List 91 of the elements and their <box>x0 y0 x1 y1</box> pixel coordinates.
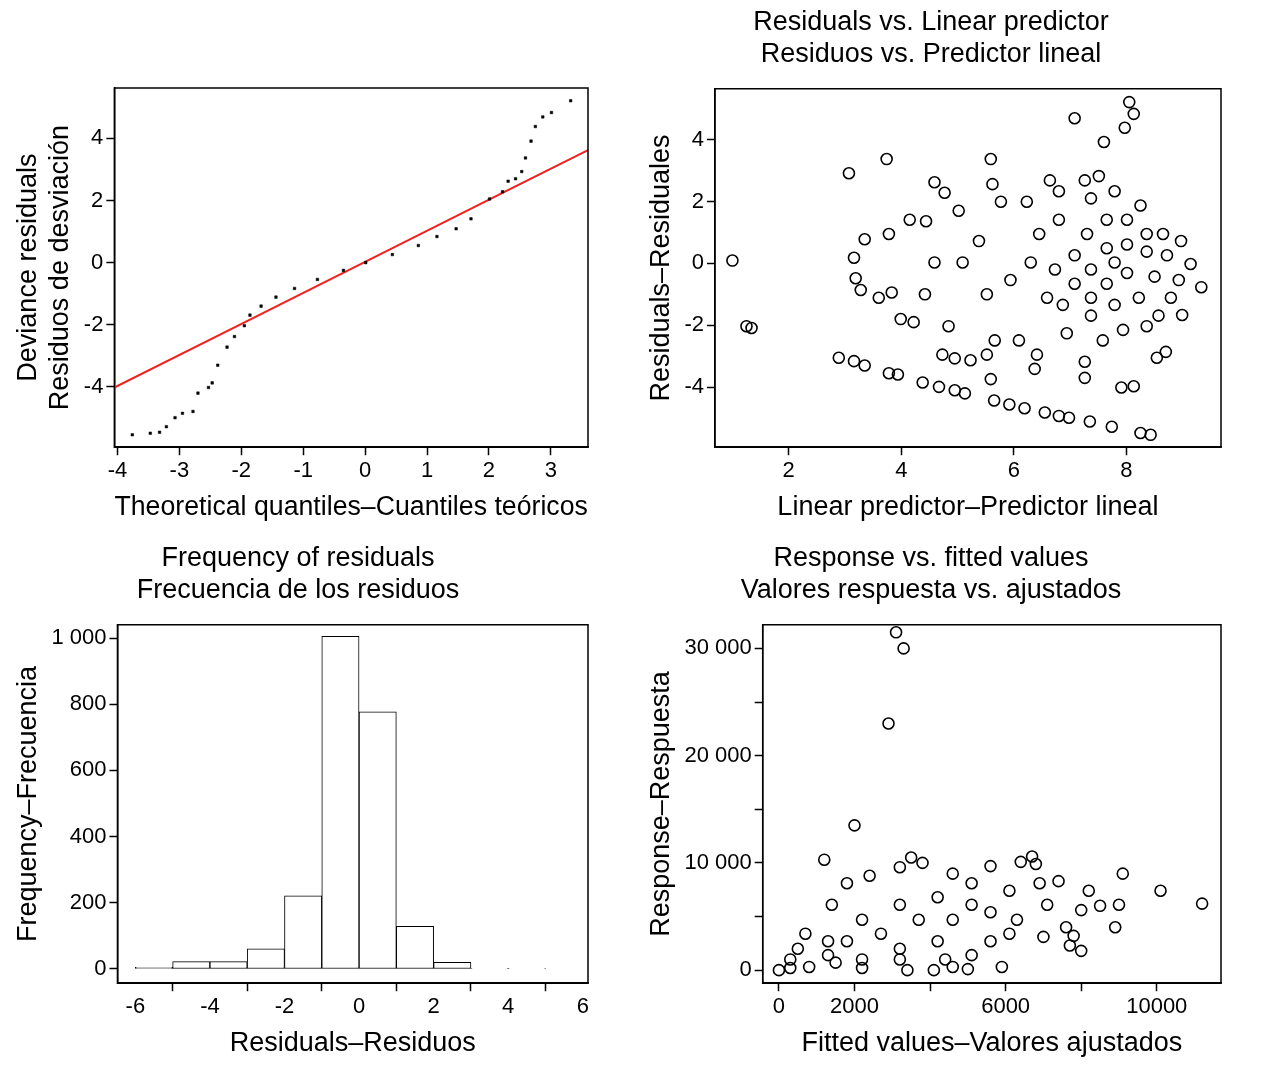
point <box>390 253 394 257</box>
x-tick-label: 6 <box>576 993 589 1019</box>
point <box>274 295 278 299</box>
y-tick-label: 2 <box>91 186 104 212</box>
x-axis-title: Fitted values–Valores ajustados <box>801 1027 1183 1058</box>
point <box>232 335 236 339</box>
x-tick-label: 0 <box>352 993 366 1019</box>
x-tick-label: 2000 <box>830 993 879 1019</box>
point <box>469 217 473 221</box>
point <box>164 425 168 429</box>
point <box>210 381 214 385</box>
point <box>416 244 420 248</box>
x-axis-title: Residuals–Residuos <box>229 1027 476 1058</box>
x-tick-label: -2 <box>231 457 252 483</box>
point <box>242 324 246 328</box>
y-tick-label: -4 <box>684 373 704 399</box>
x-axis-title: Linear predictor–Predictor lineal <box>777 491 1159 522</box>
y-tick-label: -4 <box>83 372 104 398</box>
x-tick-label: 3 <box>544 457 557 483</box>
y-tick-label: -2 <box>83 310 104 336</box>
point <box>569 99 573 103</box>
point <box>529 139 533 143</box>
y-tick-label: 10 000 <box>684 848 752 874</box>
x-tick-label: -4 <box>200 993 220 1019</box>
chart-title: Response vs. fitted values Valores respuesta vs. ajustados <box>740 541 1122 605</box>
point <box>523 156 527 160</box>
x-tick-label: -2 <box>274 993 295 1019</box>
y-tick-label: 30 000 <box>684 634 752 660</box>
x-tick-label: 8 <box>1120 457 1133 483</box>
x-tick-label: -6 <box>125 993 146 1019</box>
y-tick-label: 4 <box>91 124 104 150</box>
point <box>216 363 220 367</box>
x-tick-label: -3 <box>169 457 190 483</box>
y-tick-label: 1 000 <box>51 624 107 650</box>
x-tick-label: 10000 <box>1126 993 1188 1019</box>
y-tick-label: 400 <box>69 822 107 848</box>
x-tick-label: 1 <box>420 457 434 483</box>
y-axis-title: Residuals–Residuales <box>644 134 675 402</box>
y-tick-label: 20 000 <box>684 741 752 767</box>
point <box>514 177 518 181</box>
point <box>435 235 439 239</box>
y-axis-title: Response–Respuesta <box>644 670 675 937</box>
point <box>206 386 210 390</box>
x-tick-label: 6 <box>1007 457 1020 483</box>
y-tick-label: 200 <box>69 888 107 914</box>
x-tick-label: 4 <box>895 457 908 483</box>
chart-title: Residuals vs. Linear predictor Residuos vs. Predictor lineal <box>753 5 1109 69</box>
x-tick-label: 0 <box>772 993 786 1019</box>
y-tick-label: 0 <box>739 956 752 982</box>
x-tick-label: 2 <box>482 457 496 483</box>
point <box>130 433 134 437</box>
x-tick-label: -4 <box>107 457 128 483</box>
y-tick-label: 600 <box>69 756 107 782</box>
point <box>549 111 553 115</box>
point <box>293 286 297 290</box>
y-tick-label: 0 <box>91 248 104 274</box>
point <box>225 345 229 349</box>
y-tick-label: 2 <box>691 187 704 213</box>
x-tick-label: 0 <box>358 457 372 483</box>
chart-title: Frequency of residuals Frecuencia de los residuos <box>136 541 460 605</box>
y-axis-title: Frequency–Frecuencia <box>11 664 42 943</box>
point <box>173 416 177 420</box>
y-tick-label: 0 <box>691 249 704 275</box>
point <box>488 197 492 201</box>
point <box>506 179 510 183</box>
point <box>341 268 345 272</box>
point <box>259 304 263 308</box>
point <box>315 277 319 281</box>
y-tick-label: -2 <box>684 311 704 337</box>
point <box>191 409 195 413</box>
y-tick-label: 0 <box>94 955 107 981</box>
y-axis-title: Deviance residuals Residuos de desviación <box>11 125 75 411</box>
x-tick-label: 2 <box>427 993 440 1019</box>
point <box>180 411 184 415</box>
point <box>158 430 162 434</box>
x-tick-label: 6000 <box>981 993 1031 1019</box>
point <box>364 261 368 265</box>
point <box>454 227 458 231</box>
point <box>196 391 200 395</box>
point <box>148 431 152 435</box>
point <box>248 313 252 317</box>
point <box>501 190 505 194</box>
y-tick-label: 800 <box>69 690 107 716</box>
x-tick-label: 4 <box>502 993 515 1019</box>
y-tick-label: 4 <box>691 125 704 151</box>
x-tick-label: -1 <box>293 457 313 483</box>
x-axis-title: Theoretical quantiles–Cuantiles teóricos <box>114 491 588 522</box>
point <box>533 125 537 129</box>
point <box>541 115 545 119</box>
point <box>520 170 524 174</box>
x-tick-label: 2 <box>782 457 795 483</box>
